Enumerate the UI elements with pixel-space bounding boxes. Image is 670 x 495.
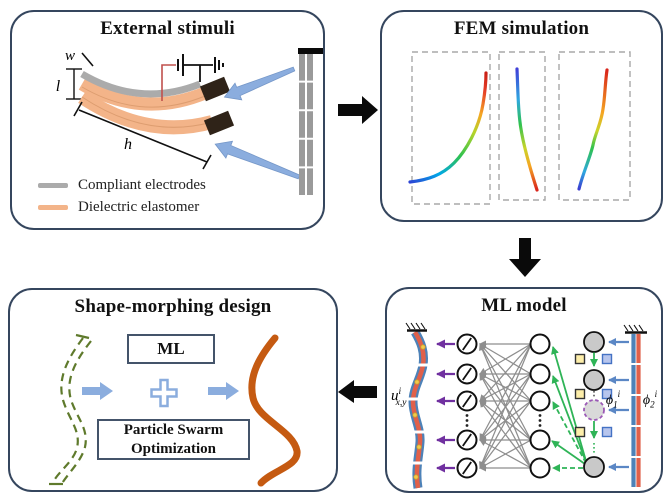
stimulus-arrow-lower — [214, 140, 301, 180]
strip-clamp-icon — [623, 324, 647, 334]
upper-elastomer-band — [78, 70, 208, 111]
hidden-neurons — [529, 333, 551, 479]
upper-electrode-tip — [199, 76, 231, 102]
actuator-drawing: w l — [56, 48, 323, 197]
voltage-circuit — [161, 54, 224, 101]
phi1-label: ϕ1i — [606, 389, 621, 410]
arrow-right-icon — [338, 96, 378, 124]
compliant-electrode-layer — [80, 70, 202, 98]
panel-fem-simulation: FEM simulation — [380, 10, 663, 222]
lower-electrode-tip — [203, 110, 235, 136]
dim-h-label: h — [124, 136, 132, 153]
dim-w-label: w — [65, 48, 75, 64]
w-tick — [81, 52, 94, 67]
band-markers — [412, 344, 426, 480]
pso-label-line1: Particle Swarm — [123, 421, 224, 438]
red-wire — [161, 64, 176, 101]
reference-column — [298, 48, 323, 197]
arrow-right-blue-2 — [208, 382, 239, 400]
panel-ml-model: ML model — [385, 287, 663, 493]
fem-shapes — [408, 51, 631, 205]
panel-title: External stimuli — [100, 18, 235, 39]
input-nodes — [574, 331, 613, 478]
clamp-bar — [298, 48, 323, 54]
panel-title: FEM simulation — [453, 18, 590, 39]
stimulus-arrow-upper — [223, 66, 296, 101]
candidate-node-dashed — [583, 399, 605, 421]
legend-item-electrodes: Compliant electrodes — [38, 174, 206, 196]
neural-network-drawing: ui x,y — [391, 322, 658, 489]
band-clamp-icon — [405, 322, 427, 332]
feedback-arrows — [551, 346, 587, 472]
legend-label: Compliant electrodes — [78, 176, 206, 193]
l-bracket — [66, 68, 82, 100]
pso-label-line2: Optimization — [131, 440, 216, 457]
arrow-left-icon — [338, 380, 377, 403]
sim-frames — [411, 51, 631, 205]
u-displacement-label: ui x,y — [391, 387, 407, 408]
pso-box: Particle Swarm Optimization — [97, 419, 250, 460]
ground-icon — [214, 57, 224, 73]
panel-title: ML model — [481, 295, 567, 316]
legend: Compliant electrodes Dielectric elastome… — [38, 174, 206, 218]
shape-morphing-drawing — [49, 333, 301, 487]
arrow-right-blue-1 — [82, 382, 113, 400]
panel-external-stimuli: External stimuli w l — [10, 10, 325, 230]
input-arrows — [608, 338, 629, 471]
target-shape-dashed — [49, 333, 92, 486]
black-wire — [183, 64, 213, 82]
legend-label: Dielectric elastomer — [78, 198, 200, 215]
sim-frame-2 — [498, 51, 546, 201]
elastomer-swatch — [38, 204, 68, 210]
panel-title: Shape-morphing design — [74, 296, 272, 317]
ml-box-label: ML — [157, 339, 185, 358]
gene-squares — [574, 353, 613, 438]
sim-frame-1 — [411, 51, 491, 205]
legend-item-elastomer: Dielectric elastomer — [38, 196, 206, 218]
sim-frame-3 — [558, 51, 631, 201]
h-dimension — [73, 101, 212, 170]
electrode-swatch — [38, 182, 68, 188]
nn-connections — [479, 340, 532, 472]
dim-l-label: l — [56, 78, 61, 95]
panel-shape-morphing: Shape-morphing design ML Particle Swarm … — [8, 288, 338, 492]
plus-icon — [150, 378, 178, 408]
deformed-shape-2 — [515, 67, 539, 192]
morphed-shape-curve — [248, 334, 301, 487]
deformed-shape-3 — [577, 68, 609, 191]
deformed-shape-1 — [408, 71, 488, 184]
voltage-strips — [623, 324, 647, 489]
arrow-down-icon — [509, 238, 541, 277]
ellipsis-dots — [465, 414, 542, 427]
phi2-label: ϕ2i — [643, 389, 658, 410]
output-arrows — [436, 339, 455, 473]
ml-box: ML — [127, 334, 215, 364]
displacement-band — [405, 322, 431, 489]
lower-elastomer-band — [78, 91, 214, 135]
output-neurons — [456, 333, 478, 479]
stimulus-arrows — [214, 66, 301, 180]
